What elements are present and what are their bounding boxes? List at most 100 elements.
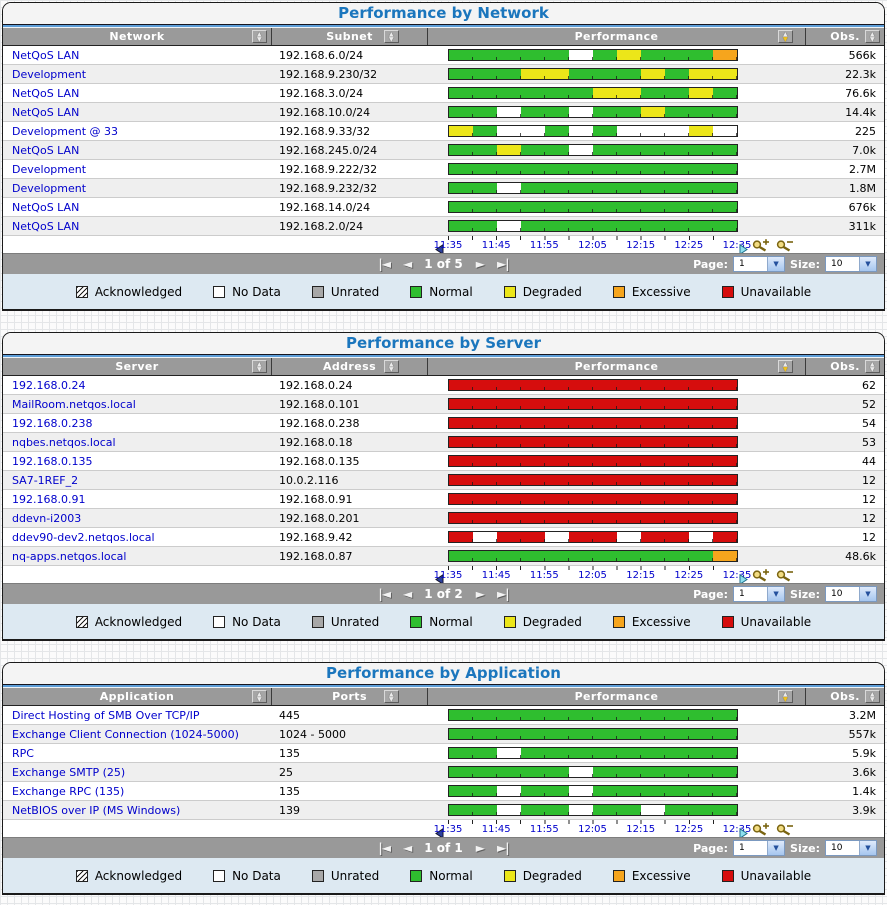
performance-bar[interactable] [448,417,738,429]
performance-bar[interactable] [448,182,738,194]
zoom-out-icon[interactable] [775,822,795,841]
performance-bar[interactable] [448,144,738,156]
performance-bar[interactable] [448,785,738,797]
prev-page-button[interactable]: ◄ [403,841,412,855]
last-page-button[interactable]: ►| [497,841,510,855]
zoom-in-icon[interactable] [751,822,771,841]
bar-segment-normal [713,221,737,231]
last-page-button[interactable]: ►| [497,257,510,271]
sort-icon[interactable]: ▲ ▼ [384,30,399,43]
zoom-in-icon[interactable] [751,568,771,587]
row-name-link[interactable]: Development @ 33 [12,124,119,138]
performance-bar[interactable] [448,728,738,740]
next-page-button[interactable]: ► [475,841,485,855]
row-name-link[interactable]: NetQoS LAN [12,219,80,233]
row-name-link[interactable]: ddevn-i2003 [12,511,82,525]
first-page-button[interactable]: |◄ [378,841,391,855]
prev-page-button[interactable]: ◄ [403,587,412,601]
performance-bar[interactable] [448,512,738,524]
row-name-link[interactable]: Development [12,67,87,81]
row-name-link[interactable]: ddev90-dev2.netqos.local [12,530,155,544]
row-name-link[interactable]: 192.168.0.135 [12,454,93,468]
page-select[interactable]: 1 ▼ [733,840,786,856]
row-name-link[interactable]: 192.168.0.91 [12,492,86,506]
sort-icon[interactable]: ▲ ▼ [865,690,880,703]
scroll-right-icon[interactable] [739,824,748,843]
scroll-right-icon[interactable] [739,570,748,589]
sort-icon-active[interactable]: ▲ ▼ [778,690,793,703]
bar-segment-normal [617,551,641,561]
performance-bar[interactable] [448,49,738,61]
performance-bar[interactable] [448,747,738,759]
sort-icon[interactable]: ▲ ▼ [252,30,267,43]
performance-bar[interactable] [448,493,738,505]
performance-bar[interactable] [448,474,738,486]
scroll-left-icon[interactable] [435,240,444,259]
performance-bar[interactable] [448,201,738,213]
row-name-link[interactable]: 192.168.0.238 [12,416,93,430]
row-name-link[interactable]: Development [12,162,87,176]
performance-bar[interactable] [448,455,738,467]
row-name-link[interactable]: MailRoom.netqos.local [12,397,136,411]
sort-icon-active[interactable]: ▲ ▼ [778,30,793,43]
size-select[interactable]: 10 ▼ [825,840,877,856]
next-page-button[interactable]: ► [475,257,485,271]
page-select[interactable]: 1 ▼ [733,256,786,272]
bar-segment-degraded [449,126,473,136]
row-name-link[interactable]: RPC [12,746,34,760]
row-name-link[interactable]: NetQoS LAN [12,86,80,100]
performance-bar[interactable] [448,804,738,816]
row-name-link[interactable]: Development [12,181,87,195]
zoom-out-icon[interactable] [775,238,795,257]
row-name-link[interactable]: Exchange RPC (135) [12,784,125,798]
row-name-link[interactable]: NetQoS LAN [12,200,80,214]
sort-icon[interactable]: ▲ ▼ [384,690,399,703]
row-name-link[interactable]: nqbes.netqos.local [12,435,116,449]
bar-segment-normal [473,69,497,79]
row-name-link[interactable]: NetQoS LAN [12,105,80,119]
performance-bar[interactable] [448,163,738,175]
performance-bar[interactable] [448,766,738,778]
sort-icon[interactable]: ▲ ▼ [384,360,399,373]
performance-bar[interactable] [448,125,738,137]
sort-icon-active[interactable]: ▲ ▼ [778,360,793,373]
scroll-left-icon[interactable] [435,570,444,589]
title-divider [3,684,884,688]
zoom-out-icon[interactable] [775,568,795,587]
row-name-link[interactable]: Direct Hosting of SMB Over TCP/IP [12,708,200,722]
row-name-link[interactable]: NetQoS LAN [12,143,80,157]
page-select[interactable]: 1 ▼ [733,586,786,602]
row-name-link[interactable]: Exchange SMTP (25) [12,765,126,779]
row-name-link[interactable]: 192.168.0.24 [12,378,86,392]
last-page-button[interactable]: ►| [497,587,510,601]
row-name-link[interactable]: SA7-1REF_2 [12,473,79,487]
zoom-in-icon[interactable] [751,238,771,257]
performance-bar[interactable] [448,550,738,562]
prev-page-button[interactable]: ◄ [403,257,412,271]
sort-icon[interactable]: ▲ ▼ [865,360,880,373]
next-page-button[interactable]: ► [475,587,485,601]
row-name-link[interactable]: NetBIOS over IP (MS Windows) [12,803,181,817]
row-name-link[interactable]: Exchange Client Connection (1024-5000) [12,727,239,741]
row-name-link[interactable]: NetQoS LAN [12,48,80,62]
size-select[interactable]: 10 ▼ [825,586,877,602]
row-name-link[interactable]: nq-apps.netqos.local [12,549,127,563]
performance-bar[interactable] [448,398,738,410]
scroll-right-icon[interactable] [739,240,748,259]
size-select[interactable]: 10 ▼ [825,256,877,272]
performance-bar[interactable] [448,68,738,80]
sort-icon[interactable]: ▲ ▼ [865,30,880,43]
performance-bar[interactable] [448,220,738,232]
performance-bar[interactable] [448,106,738,118]
performance-bar[interactable] [448,531,738,543]
scroll-left-icon[interactable] [435,824,444,843]
first-page-button[interactable]: |◄ [378,257,391,271]
performance-bar[interactable] [448,436,738,448]
performance-bar[interactable] [448,87,738,99]
sort-icon[interactable]: ▲ ▼ [252,360,267,373]
table-row: 192.168.0.24 192.168.0.24 62 [3,376,884,395]
performance-bar[interactable] [448,379,738,391]
first-page-button[interactable]: |◄ [378,587,391,601]
sort-icon[interactable]: ▲ ▼ [252,690,267,703]
performance-bar[interactable] [448,709,738,721]
